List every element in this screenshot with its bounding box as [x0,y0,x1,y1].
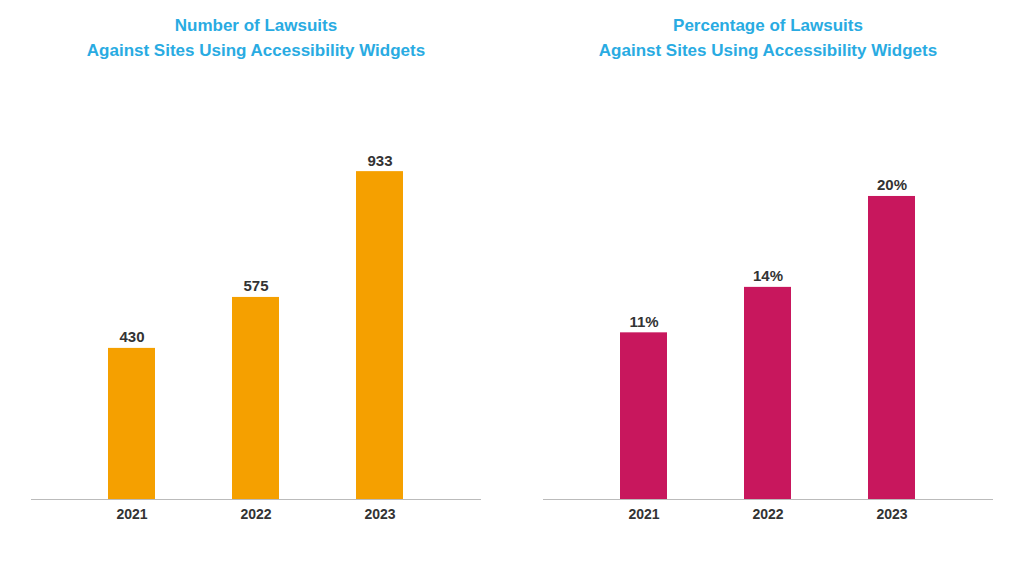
svg-text:2023: 2023 [364,507,395,523]
html-text:Percentage of Lawsuits Against: Percentage of Lawsuits Against Sites Usi… [598,16,938,60]
svg-text:11%: 11% [629,313,658,330]
svg-text:2021: 2021 [628,507,659,523]
html-text:Number of Lawsuits Against Sit: Number of Lawsuits Against Sites Using A… [86,16,426,60]
svg-text:14%: 14% [753,268,783,285]
svg-text:2023: 2023 [876,507,907,523]
svg-text:575: 575 [243,278,268,295]
svg-text:933: 933 [367,152,392,169]
svg-text:20%: 20% [877,177,907,194]
svg-text:2021: 2021 [116,507,147,523]
svg-text:2022: 2022 [240,507,271,523]
svg-text:2022: 2022 [752,507,783,523]
svg-text:430: 430 [119,329,144,346]
